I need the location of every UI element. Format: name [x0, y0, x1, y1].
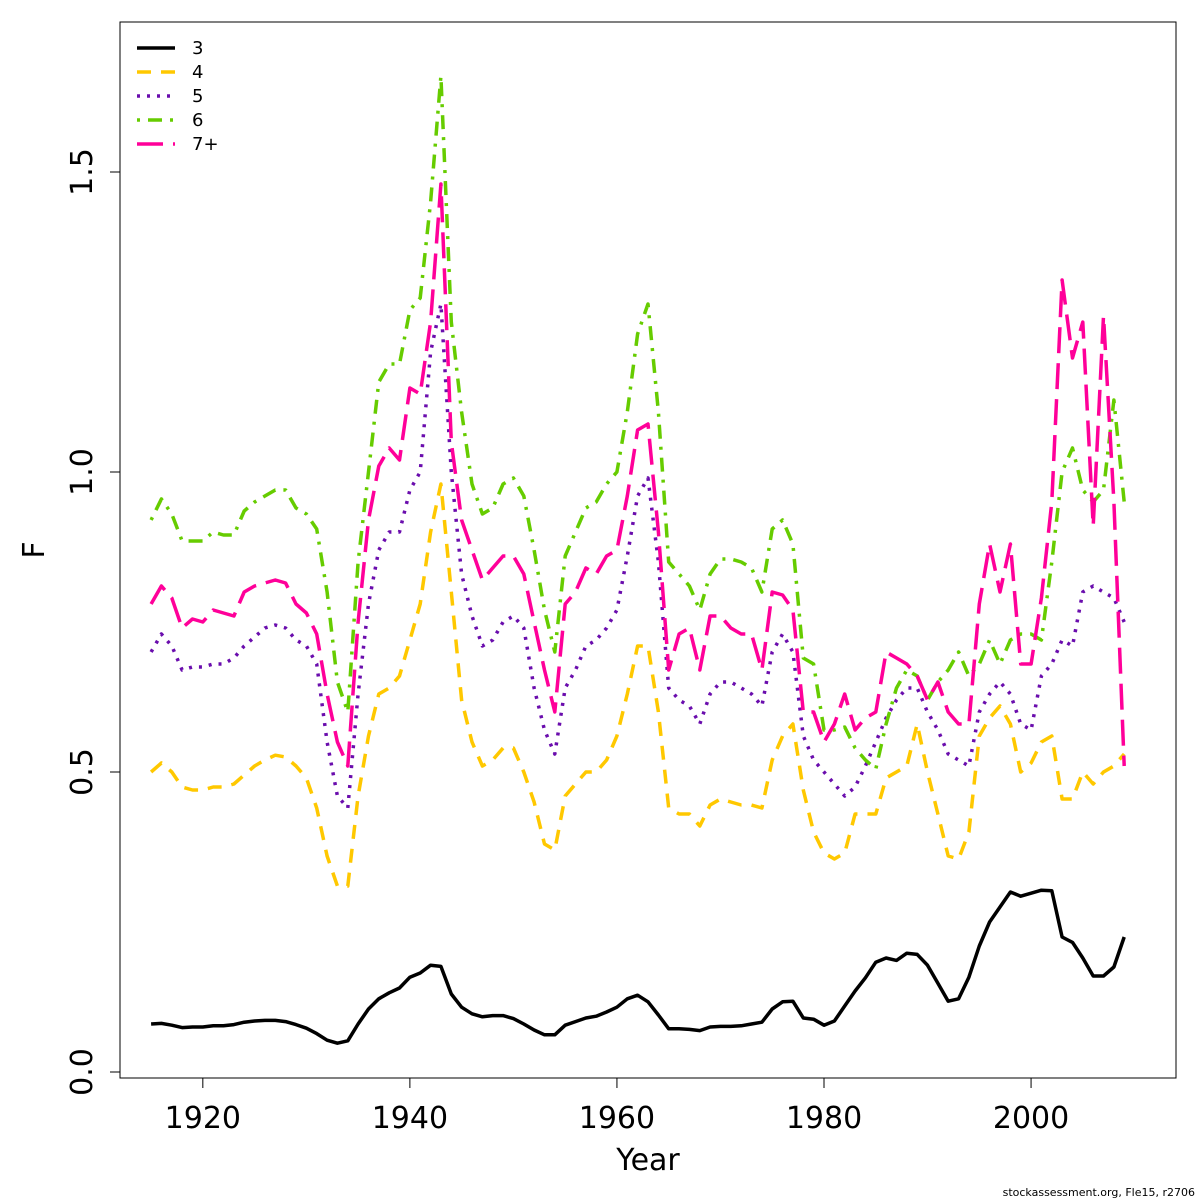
legend: 3 4 5 6 7+ — [137, 38, 219, 155]
plot-frame — [119, 21, 1177, 1079]
legend-label: 6 — [192, 110, 203, 131]
legend-label: 7+ — [192, 134, 219, 155]
y-tick-label: 0.5 — [65, 748, 100, 796]
x-tick-label: 1960 — [579, 1101, 655, 1136]
y-axis: 0.0 0.5 1.0 1.5 — [65, 148, 121, 1096]
legend-label: 5 — [192, 86, 203, 107]
x-tick-label: 1940 — [372, 1101, 448, 1136]
x-tick-label: 1920 — [165, 1101, 241, 1136]
legend-label: 4 — [192, 62, 203, 83]
series-line-6 — [149, 74, 1126, 771]
y-tick-label: 0.0 — [65, 1048, 100, 1096]
y-tick-label: 1.5 — [65, 148, 100, 196]
x-axis-title: Year — [615, 1143, 680, 1178]
series-line-5 — [149, 302, 1126, 810]
y-axis-title: F — [17, 541, 52, 558]
x-tick-label: 1980 — [786, 1101, 862, 1136]
x-tick-label: 2000 — [993, 1101, 1069, 1136]
legend-label: 3 — [192, 38, 203, 59]
series-line-3 — [150, 888, 1126, 1045]
series-line-7plus — [149, 182, 1126, 768]
credit-text: stockassessment.org, Fle15, r2706 — [1003, 1186, 1195, 1199]
x-axis: 1920 1940 1960 1980 2000 — [165, 1077, 1069, 1136]
series-line-4 — [149, 482, 1126, 888]
series-layer — [149, 74, 1126, 1045]
y-tick-label: 1.0 — [65, 448, 100, 496]
